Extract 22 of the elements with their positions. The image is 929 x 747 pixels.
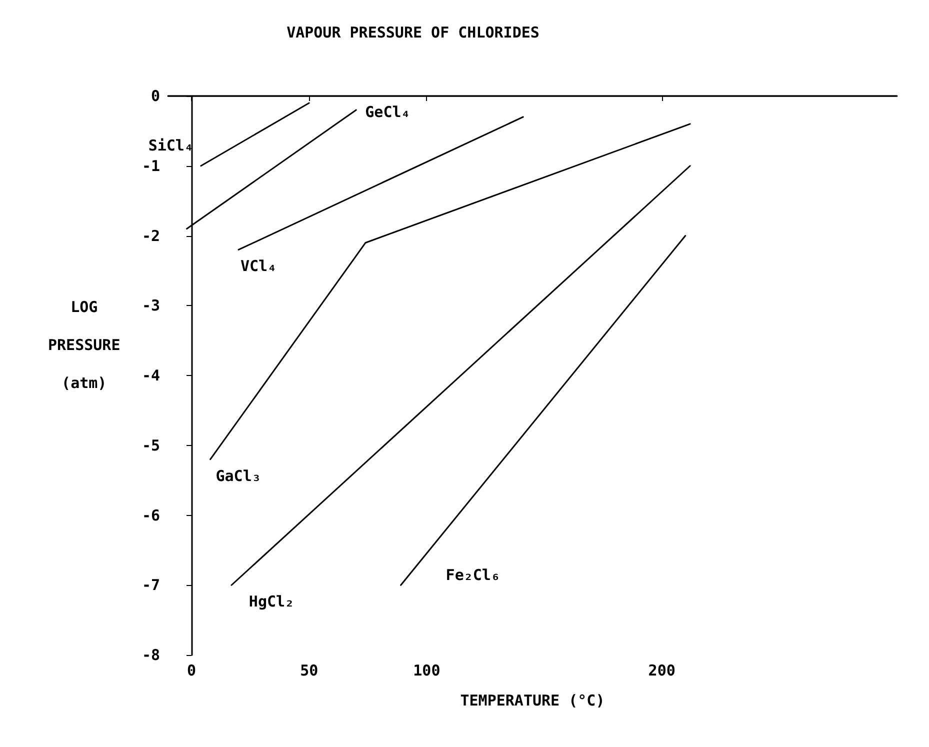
series-label: GeCl₄ — [365, 102, 410, 121]
series-label: HgCl₂ — [248, 592, 294, 611]
y-tick-label: -2 — [142, 226, 160, 245]
y-tick-label: -7 — [142, 576, 160, 594]
y-tick-label: -1 — [142, 156, 160, 175]
y-tick-label: -6 — [142, 506, 160, 524]
x-tick-label: 0 — [187, 662, 196, 680]
text: LOG PRESSURE (atm) — [48, 298, 120, 392]
chart-title: VAPOUR PRESSURE OF CHLORIDES — [286, 24, 540, 42]
series-label: GaCl₃ — [216, 466, 261, 485]
x-tick-label: 100 — [413, 662, 440, 680]
y-tick-label: -8 — [142, 646, 160, 664]
series-label: VCl₄ — [240, 257, 277, 276]
x-tick-label: 200 — [648, 662, 676, 680]
series-label: Fe₂Cl₆ — [446, 566, 500, 584]
y-tick-label: -5 — [142, 436, 160, 454]
x-axis-title: TEMPERATURE (°C) — [460, 692, 605, 710]
x-tick-label: 50 — [300, 662, 318, 680]
y-tick-label: 0 — [150, 87, 160, 105]
y-tick-label: -3 — [142, 296, 160, 315]
y-tick-label: -4 — [142, 366, 160, 384]
series-label: SiCl₄ — [148, 136, 194, 154]
